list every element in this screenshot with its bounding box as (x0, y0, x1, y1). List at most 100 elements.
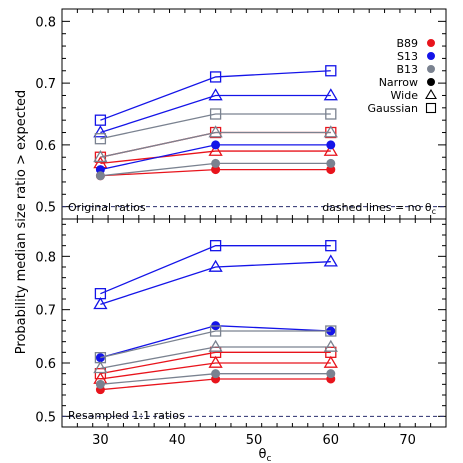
marker-circle (326, 158, 336, 168)
marker-square (94, 288, 107, 300)
series-line (100, 261, 331, 305)
marker-square (325, 108, 337, 120)
marker-triangle (323, 254, 338, 267)
legend-marker-triangle (425, 88, 437, 100)
legend-marker-circle (427, 78, 435, 86)
series-s13-wide (93, 88, 338, 138)
series-line (100, 346, 331, 369)
marker-circle (211, 369, 221, 379)
series-line (100, 113, 331, 140)
y-tick-label: 0.5 (35, 201, 56, 216)
annotation-subscript: c (432, 207, 436, 216)
legend-marker-circle (427, 52, 435, 60)
series-s13-gaussian (94, 240, 337, 300)
panel-annotation-left: Original ratios (68, 201, 146, 214)
legend-label: B13 (396, 63, 418, 76)
series-b13-gaussian (94, 325, 337, 364)
x-axis-title-subscript: c (267, 454, 272, 463)
series-s13-wide (93, 254, 338, 310)
marker-square (325, 65, 337, 77)
legend-label: Narrow (379, 76, 418, 89)
legend-item-s13: S13 (397, 50, 435, 63)
marker-circle (211, 158, 221, 168)
marker-triangle (208, 259, 223, 272)
marker-triangle (208, 88, 223, 101)
marker-triangle (93, 361, 108, 374)
legend-label: S13 (397, 50, 418, 63)
x-tick-label: 60 (323, 433, 340, 448)
legend-marker-square (425, 102, 437, 114)
series-line (100, 351, 331, 375)
plot-frame (61, 218, 447, 428)
legend-item-b13: B13 (396, 63, 435, 76)
marker-triangle (208, 339, 223, 352)
series-b13-wide (93, 339, 338, 374)
x-axis-title: θc (259, 447, 272, 463)
x-tick-label: 70 (399, 433, 416, 448)
marker-triangle (323, 339, 338, 352)
panel-1: 0.5 0.6 0.7 0.8 Original ratios dashed lines … (35, 8, 447, 220)
legend-label: B89 (396, 37, 418, 50)
marker-triangle (208, 143, 223, 156)
series-b13-gaussian (94, 108, 337, 145)
series-line (100, 330, 331, 359)
marker-square (94, 352, 107, 364)
series-b13-narrow (95, 369, 336, 389)
series-b13-narrow (95, 158, 336, 181)
y-tick-label: 0.8 (35, 250, 56, 265)
y-tick-label: 0.6 (35, 357, 56, 372)
legend-item-wide: Wide (391, 88, 437, 102)
marker-triangle (323, 355, 338, 368)
marker-triangle (208, 125, 223, 138)
legend-label: Gaussian (368, 102, 418, 115)
series-line (100, 70, 331, 121)
panels-layer: 0.5 0.6 0.7 0.8 Original ratios dashed lines … (35, 8, 447, 448)
legend-marker-circle (427, 65, 435, 73)
marker-triangle (323, 88, 338, 101)
series-line (100, 362, 331, 380)
marker-square (94, 368, 107, 380)
x-tick-label: 40 (169, 433, 186, 448)
marker-triangle (93, 149, 108, 163)
series-line (100, 131, 331, 158)
y-tick-label: 0.7 (35, 77, 56, 92)
series-line (100, 150, 331, 165)
marker-square (325, 325, 337, 337)
y-tick-label: 0.7 (35, 304, 56, 319)
marker-square (209, 240, 222, 252)
marker-circle (326, 369, 336, 379)
marker-triangle (93, 297, 108, 310)
legend-item-gaussian: Gaussian (368, 102, 437, 115)
y-tick-label: 0.6 (35, 139, 56, 154)
panel-annotation-left: Resampled 1:1 ratios (68, 409, 185, 422)
marker-circle (211, 140, 221, 150)
series-s13-gaussian (94, 65, 337, 126)
panel-2: 0.5 0.6 0.7 0.8 Resampled 1:1 ratios (35, 218, 447, 428)
marker-triangle (208, 355, 223, 368)
legend-item-narrow: Narrow (379, 76, 435, 89)
x-tick-label: 30 (92, 433, 109, 448)
marker-square (209, 108, 222, 120)
legend-label: Wide (391, 89, 419, 102)
legend-item-b89: B89 (396, 37, 435, 50)
y-axis-title: Probability median size ratio > expected (14, 90, 29, 354)
marker-triangle (93, 125, 108, 138)
marker-square (209, 71, 222, 83)
series-b89-narrow (95, 374, 336, 395)
y-tick-label: 0.8 (35, 15, 56, 30)
y-tick-label: 0.5 (35, 410, 56, 425)
marker-square (94, 133, 107, 145)
marker-square (209, 325, 222, 337)
marker-circle (95, 379, 105, 389)
legend-marker-circle (427, 39, 435, 47)
marker-triangle (323, 143, 338, 156)
marker-triangle (323, 125, 338, 138)
marker-square (325, 240, 337, 252)
marker-square (94, 114, 107, 126)
series-line (100, 245, 331, 295)
marker-circle (95, 171, 105, 181)
panel-annotation-right: dashed lines = no θc (322, 201, 436, 216)
marker-circle (326, 140, 336, 150)
